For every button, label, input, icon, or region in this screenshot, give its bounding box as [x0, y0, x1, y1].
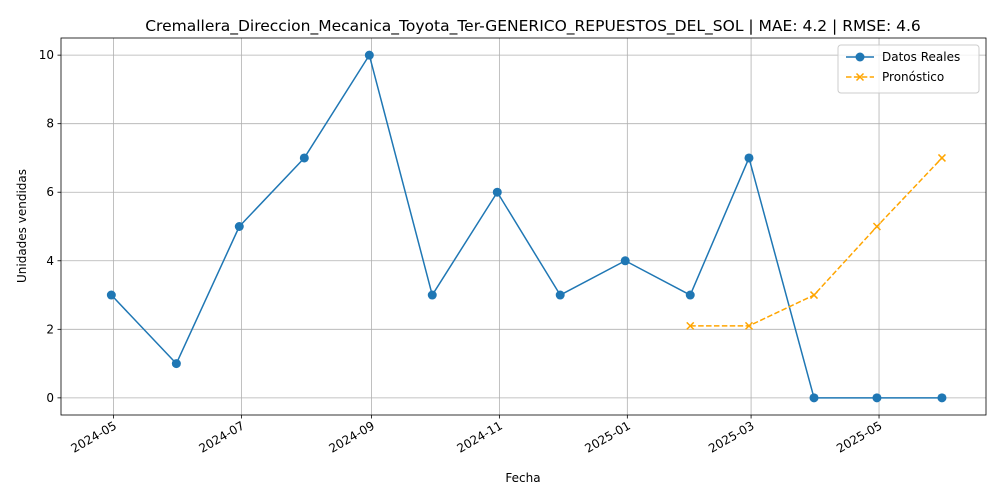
data-point-0	[106, 290, 116, 300]
data-point-0	[809, 393, 819, 403]
grid-layer	[61, 38, 986, 415]
data-point-0	[234, 222, 244, 231]
data-point-0	[555, 290, 565, 300]
legend-label: Datos Reales	[882, 50, 960, 64]
plot-frame	[60, 37, 987, 416]
x-tick-label: 2024-07	[196, 418, 246, 455]
x-tick-label: 2025-05	[834, 418, 884, 455]
legend-swatch-marker	[855, 72, 865, 82]
data-point-0	[364, 50, 374, 60]
legend-swatch-marker	[855, 52, 865, 62]
y-tick-label: 6	[46, 185, 54, 199]
y-tick-label: 10	[39, 48, 54, 62]
y-tick-label: 0	[46, 391, 54, 405]
legend: Datos Reales Pronóstico	[837, 44, 980, 94]
data-point-1	[809, 291, 819, 300]
data-point-0	[171, 359, 181, 369]
data-point-0	[685, 290, 695, 300]
y-tick-label: 2	[46, 322, 54, 336]
data-point-1	[744, 321, 754, 330]
data-point-1	[937, 153, 946, 162]
data-point-0	[744, 153, 754, 163]
legend-label: Pronóstico	[882, 70, 944, 84]
x-tick-label: 2025-03	[706, 418, 756, 455]
y-tick-label: 8	[46, 117, 54, 131]
y-tick-label: 4	[46, 254, 54, 268]
data-point-1	[872, 222, 881, 231]
series-layer	[106, 50, 947, 403]
data-point-0	[872, 393, 882, 403]
data-point-0	[937, 393, 947, 403]
x-tick-label: 2024-09	[327, 418, 377, 455]
data-point-0	[620, 256, 630, 266]
x-tick-label: 2024-05	[69, 418, 119, 455]
data-point-0	[299, 153, 309, 163]
data-point-0	[492, 187, 502, 197]
x-tick-label: 2025-01	[582, 418, 632, 455]
x-tick-label: 2024-11	[454, 418, 504, 455]
x-axis-label: Fecha	[505, 471, 540, 485]
series-line-1	[690, 157, 943, 327]
chart-title: Cremallera_Direccion_Mecanica_Toyota_Ter…	[145, 17, 921, 36]
data-point-1	[686, 321, 695, 330]
data-point-0	[427, 290, 437, 300]
y-axis-label: Unidades vendidas	[15, 169, 29, 283]
series-line-0	[110, 54, 942, 399]
axes-layer: 0 2 4 6 8 10 2024-05 2024-07 2024-09 2024-11 2025-…	[39, 37, 987, 456]
